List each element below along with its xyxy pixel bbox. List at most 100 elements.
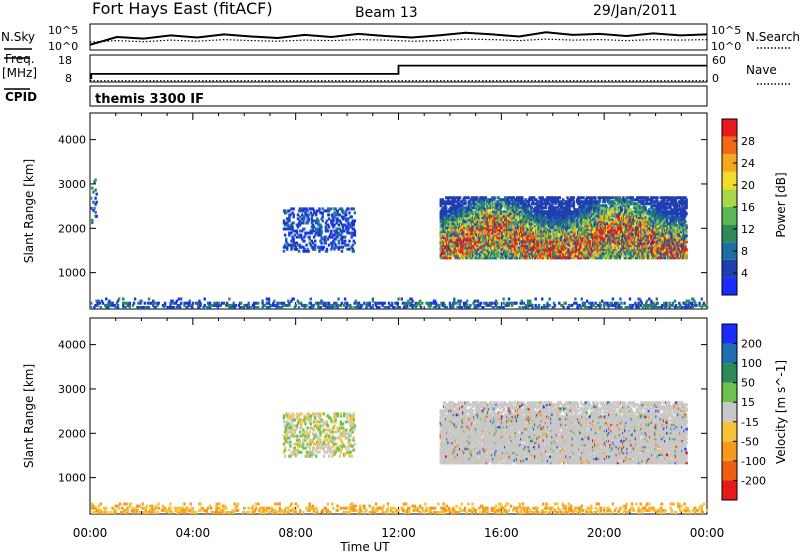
heatmap-cell [573,216,577,220]
heatmap-cell [611,252,614,256]
heatmap-cell [496,204,499,208]
heatmap-cell [549,248,552,252]
heatmap-cell [566,204,569,208]
heatmap-cell [462,206,465,210]
heatmap-cell [475,212,478,216]
heatmap-cell [471,232,475,236]
heatmap-cell [578,240,581,244]
heatmap-cell [572,242,576,246]
heatmap-cell [583,250,586,254]
frequency-panel-frame [89,54,708,83]
heatmap-cell [580,228,583,232]
nsky-label: N.Sky [1,30,35,44]
heatmap-cell [578,206,581,210]
heatmap-cell [575,218,579,222]
heatmap-cell [618,196,622,200]
heatmap-cell [551,218,554,222]
heatmap-cell [578,248,581,252]
heatmap-cell [552,252,555,256]
heatmap-cell [499,204,503,208]
heatmap-cell [562,206,565,210]
heatmap-cell [497,254,500,258]
heatmap-cell [636,202,639,206]
heatmap-cell [538,196,541,200]
heatmap-cell [640,198,643,202]
heatmap-cell [661,236,665,240]
heatmap-cell [602,208,606,212]
heatmap-cell [540,230,543,234]
heatmap-cell [647,198,651,202]
heatmap-cell [656,228,659,232]
heatmap-cell [642,210,645,214]
freq-label: Freq. [5,52,35,66]
heatmap-cell [573,228,577,232]
heatmap-cell [641,238,644,242]
heatmap-cell [592,248,595,252]
heatmap-cell [566,218,569,222]
heatmap-cell [453,238,456,242]
heatmap-cell [627,236,630,240]
heatmap-cell [484,212,488,216]
heatmap-cell [540,200,543,204]
heatmap-cell [527,230,530,234]
heatmap-cell [585,254,588,258]
heatmap-cell [647,250,651,254]
heatmap-cell [600,250,603,254]
heatmap-cell [609,210,612,214]
heatmap-cell [595,234,598,238]
heatmap-cell [439,198,442,202]
heatmap-cell [612,222,615,226]
heatmap-cell [455,226,459,230]
heatmap-cell [588,224,592,228]
heatmap-cell [531,200,535,204]
heatmap-cell [548,206,551,210]
heatmap-cell [450,202,453,206]
heatmap-cell [537,208,540,212]
heatmap-cell [621,226,624,230]
heatmap-cell [449,206,452,210]
heatmap-cell [550,200,553,204]
heatmap-cell [442,208,446,212]
heatmap-cell [651,204,654,208]
heatmap-cell [589,204,593,208]
heatmap-cell [507,234,510,238]
heatmap-cell [516,232,520,236]
heatmap-cell [604,220,608,224]
heatmap-cell [587,254,591,258]
heatmap-cell [529,208,533,212]
heatmap-cell [590,228,594,232]
heatmap-cell [550,210,553,214]
heatmap-cell [621,208,624,212]
nsearch-label: N.Search [746,30,800,44]
heatmap-cell [551,202,554,206]
noise-panel-frame [89,23,708,51]
heatmap-cell [511,208,514,212]
heatmap-cell [572,238,576,242]
heatmap-cell [617,198,621,202]
heatmap-cell [446,246,449,250]
heatmap-cell [448,208,451,212]
heatmap-cell [542,198,545,202]
heatmap-cell [601,210,605,214]
cpid-panel: CPID themis 3300 IF [4,85,708,107]
heatmap-cell [577,246,580,250]
heatmap-cell [568,208,571,212]
heatmap-cell [614,234,617,238]
heatmap-cell [537,248,540,252]
heatmap-cell [552,222,555,226]
heatmap-cell [594,206,597,210]
heatmap-cell [508,230,511,234]
heatmap-cell [660,204,664,208]
heatmap-cell [578,198,581,202]
heatmap-cell [583,252,586,256]
heatmap-cell [587,250,591,254]
heatmap-cell [617,234,621,238]
heatmap-cell [480,202,483,206]
heatmap-cell [598,240,601,244]
heatmap-cell [537,200,540,204]
heatmap-cell [446,224,449,228]
heatmap-cell [464,206,467,210]
heatmap-cell [453,200,456,204]
heatmap-cell [582,196,585,200]
heatmap-cell [498,200,502,204]
